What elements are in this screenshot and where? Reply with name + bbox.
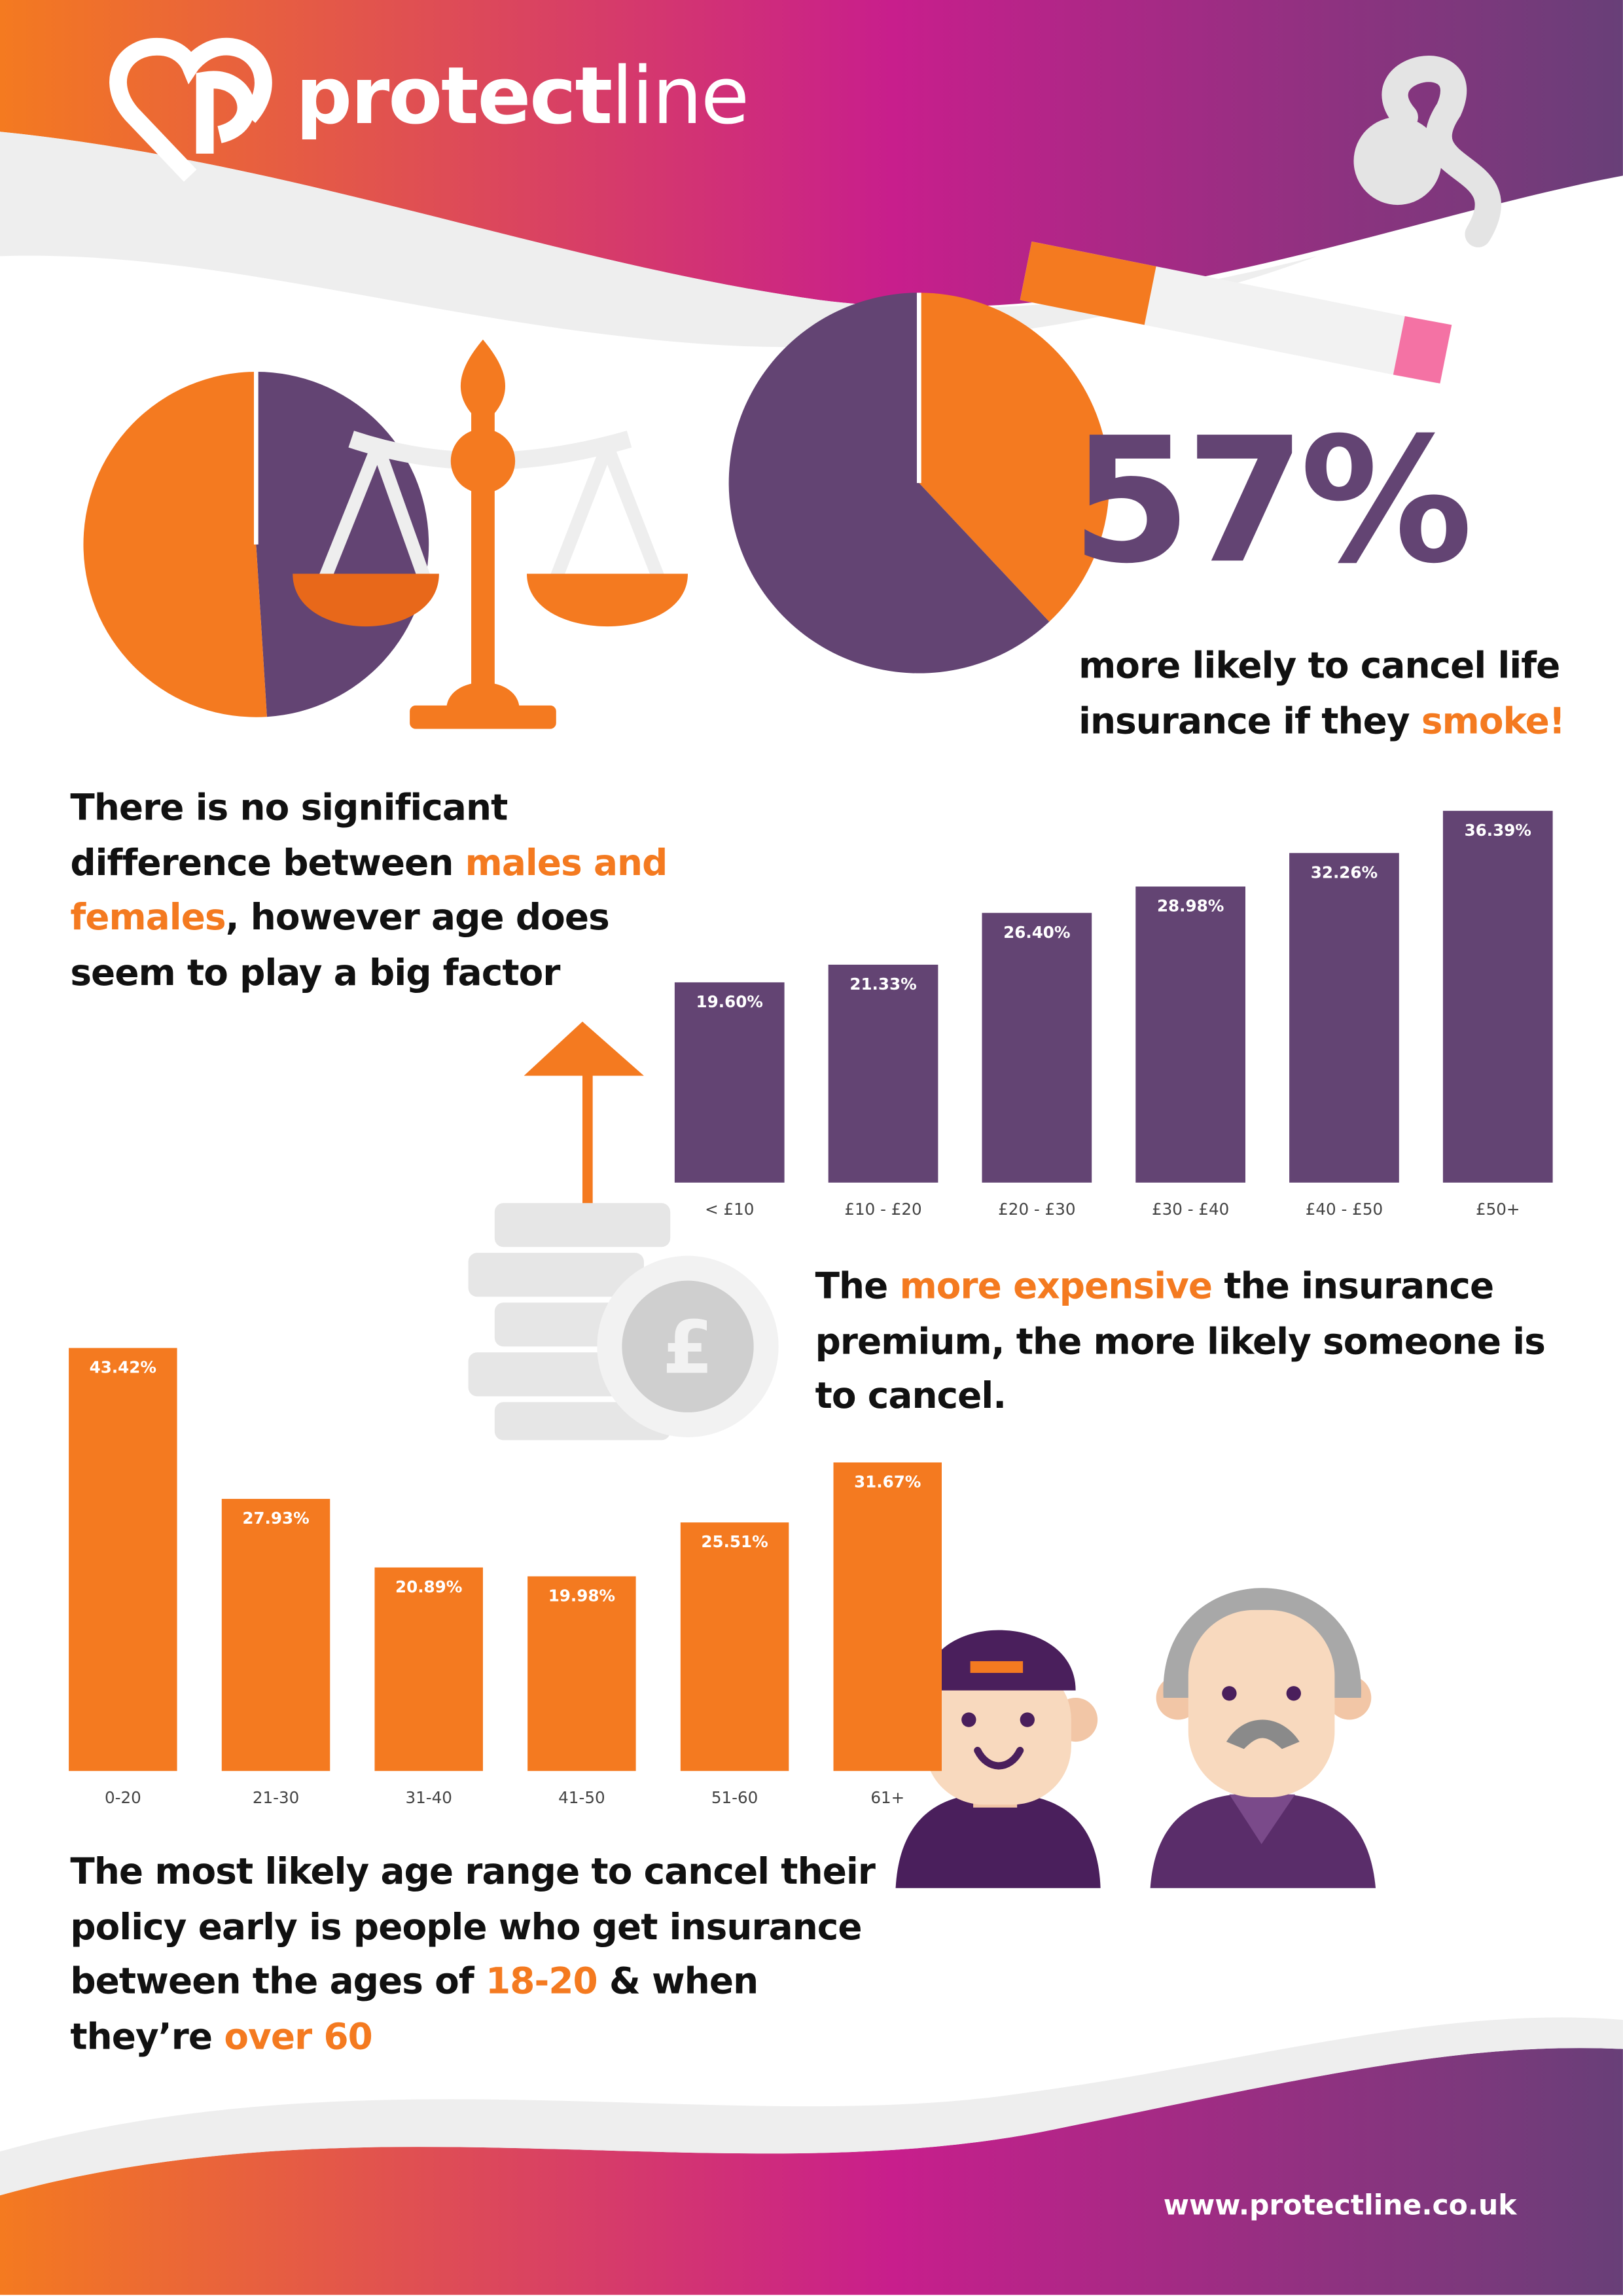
x-tick-label: £50+ — [1476, 1200, 1520, 1219]
premium-note: The more expensive the insurance premium… — [815, 1259, 1547, 1424]
premium-chart: 19.60% < £10 21.33% £10 - £20 26.40% £20 - £3… — [674, 810, 1553, 1219]
bar — [680, 1522, 789, 1771]
logo-light: line — [611, 50, 749, 142]
bar — [828, 964, 938, 1183]
bar-value-label: 27.93% — [242, 1509, 309, 1528]
x-tick-label: £10 - £20 — [844, 1200, 921, 1219]
x-tick-label: < £10 — [705, 1200, 754, 1219]
coins-icon: £ — [468, 1021, 779, 1441]
bar-value-label: 19.60% — [696, 992, 763, 1011]
bar — [374, 1567, 483, 1771]
age-note: The most likely age range to cancel thei… — [70, 1844, 889, 2064]
logo-bold: protect — [295, 50, 613, 142]
bar — [221, 1499, 330, 1771]
text: more likely to cancel life insurance if … — [1079, 643, 1560, 742]
text: There is no significant difference betwe… — [70, 785, 508, 884]
bar — [674, 982, 785, 1183]
highlight-text: more expensive — [899, 1265, 1213, 1307]
text: & when they’re — [70, 1960, 758, 2057]
gender-note: There is no significant difference betwe… — [70, 780, 700, 999]
bar — [1289, 853, 1399, 1183]
bar — [69, 1348, 177, 1771]
bar-value-label: 26.40% — [1003, 923, 1070, 942]
x-tick-label: £30 - £40 — [1152, 1200, 1229, 1219]
website-url: www.protectline.co.uk — [1163, 2189, 1517, 2222]
x-tick-label: 31-40 — [405, 1788, 452, 1807]
logo: protectline — [295, 50, 749, 142]
gender-pie — [83, 371, 429, 717]
bar — [1442, 810, 1553, 1183]
highlight-text: 18-20 — [486, 1960, 598, 2003]
footer-swoosh — [0, 2017, 1623, 2196]
scales-icon — [293, 339, 688, 729]
highlight-text: over 60 — [224, 2015, 372, 2057]
highlight-text: smoke! — [1421, 698, 1565, 742]
x-tick-label: £40 - £50 — [1306, 1200, 1383, 1219]
bar-value-label: 31.67% — [854, 1472, 921, 1491]
old-person-icon — [1150, 1588, 1376, 1888]
bar-value-label: 36.39% — [1465, 821, 1531, 840]
smoke-stat: 57% — [1071, 399, 1473, 602]
x-tick-label: 61+ — [870, 1788, 904, 1807]
footer-band — [0, 2048, 1623, 2295]
text: , however age does seem to play a big fa… — [70, 895, 609, 994]
cigarette-icon — [1020, 56, 1501, 384]
bar — [1135, 886, 1246, 1183]
bar-value-label: 20.89% — [395, 1577, 462, 1596]
young-person-icon — [895, 1630, 1101, 1888]
bar-value-label: 43.42% — [90, 1358, 156, 1377]
bar — [527, 1576, 636, 1771]
text: the insurance premium, the more likely s… — [815, 1265, 1546, 1417]
bar-value-label: 32.26% — [1311, 863, 1378, 882]
bar-value-label: 28.98% — [1157, 897, 1224, 916]
svg-text:£: £ — [662, 1306, 713, 1391]
x-tick-label: 21-30 — [253, 1788, 299, 1807]
text: The most likely age range to cancel thei… — [70, 1850, 876, 2003]
header-swoosh — [0, 132, 1317, 348]
x-tick-label: £20 - £30 — [998, 1200, 1075, 1219]
bar — [833, 1462, 942, 1771]
text: The — [815, 1265, 900, 1307]
x-tick-label: 41-50 — [558, 1788, 605, 1807]
age-chart: 43.42% 0-20 27.93% 21-30 20.89% 31-40 19.98% 41… — [69, 1348, 942, 1807]
bar — [982, 912, 1092, 1183]
pie-slice — [728, 293, 1050, 673]
bar-value-label: 21.33% — [849, 975, 916, 994]
bar-value-label: 19.98% — [548, 1586, 615, 1605]
x-tick-label: 0-20 — [105, 1788, 141, 1807]
header-band — [0, 0, 1623, 308]
bar-value-label: 25.51% — [701, 1532, 768, 1551]
pie-slice — [83, 371, 267, 717]
pie-slice — [919, 293, 1110, 622]
smoker-pie — [728, 293, 1110, 673]
logo-heart — [109, 37, 272, 182]
smoke-text: more likely to cancel life insurance if … — [1079, 638, 1605, 748]
highlight-text: males and females — [70, 840, 668, 939]
x-tick-label: 51-60 — [711, 1788, 758, 1807]
